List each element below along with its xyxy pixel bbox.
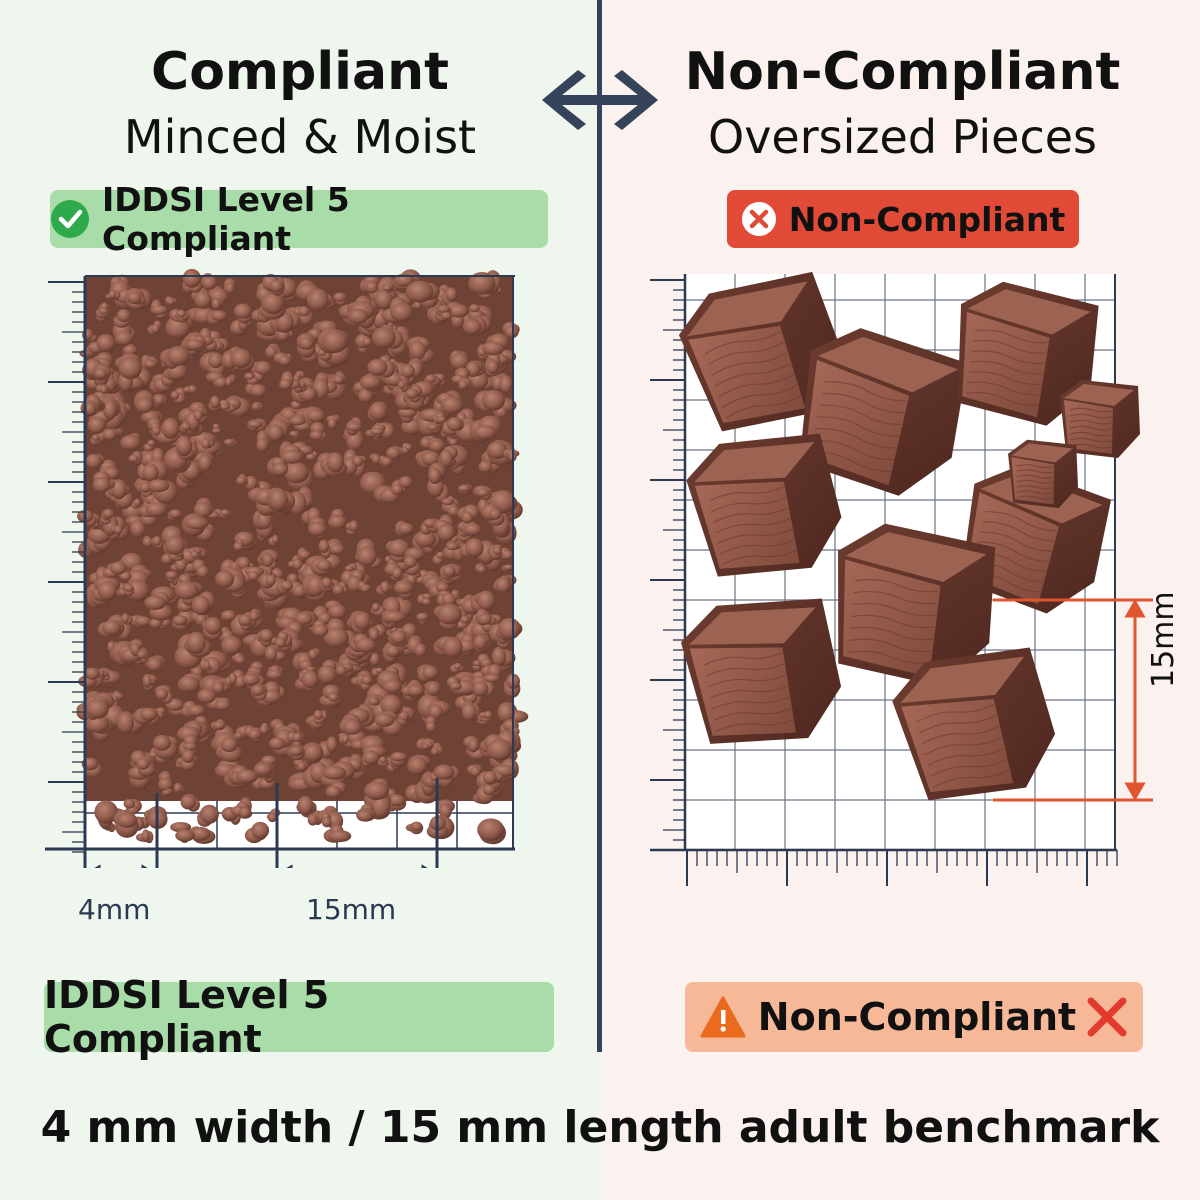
non-compliant-summary-label: Non-Compliant — [757, 995, 1077, 1039]
check-circle-icon — [50, 199, 90, 239]
compliant-summary-label: IDDSI Level 5 Compliant — [44, 973, 330, 1061]
minced-meat-sample — [45, 268, 529, 868]
measure-15mm-vertical-label: 15mm — [1146, 591, 1181, 688]
red-x-icon — [1086, 996, 1128, 1038]
warning-icon — [700, 996, 746, 1038]
benchmark-footer: 4 mm width / 15 mm length adult benchmar… — [40, 1102, 1160, 1153]
compliant-summary-badge: IDDSI Level 5 Compliant — [44, 973, 554, 1061]
compliant-title: Compliant — [151, 42, 449, 102]
double-arrow-icon — [542, 70, 658, 130]
oversized-meat-sample — [650, 271, 1153, 886]
compliant-subtitle: Minced & Moist — [123, 110, 477, 164]
non-compliant-summary-badge: Non-Compliant — [685, 982, 1143, 1052]
measure-15mm-label: 15mm — [306, 893, 397, 926]
center-divider — [597, 0, 602, 1052]
non-compliant-subtitle: Oversized Pieces — [707, 110, 1098, 164]
measure-4mm-label: 4mm — [78, 893, 151, 926]
non-compliant-status-label: Non-Compliant — [788, 199, 1066, 239]
compliant-status-badge: IDDSI Level 5 Compliant — [50, 180, 548, 258]
x-circle-icon — [741, 201, 777, 237]
non-compliant-title: Non-Compliant — [684, 42, 1121, 102]
non-compliant-status-badge: Non-Compliant — [727, 190, 1079, 248]
compliant-status-label: IDDSI Level 5 Compliant — [102, 180, 350, 258]
